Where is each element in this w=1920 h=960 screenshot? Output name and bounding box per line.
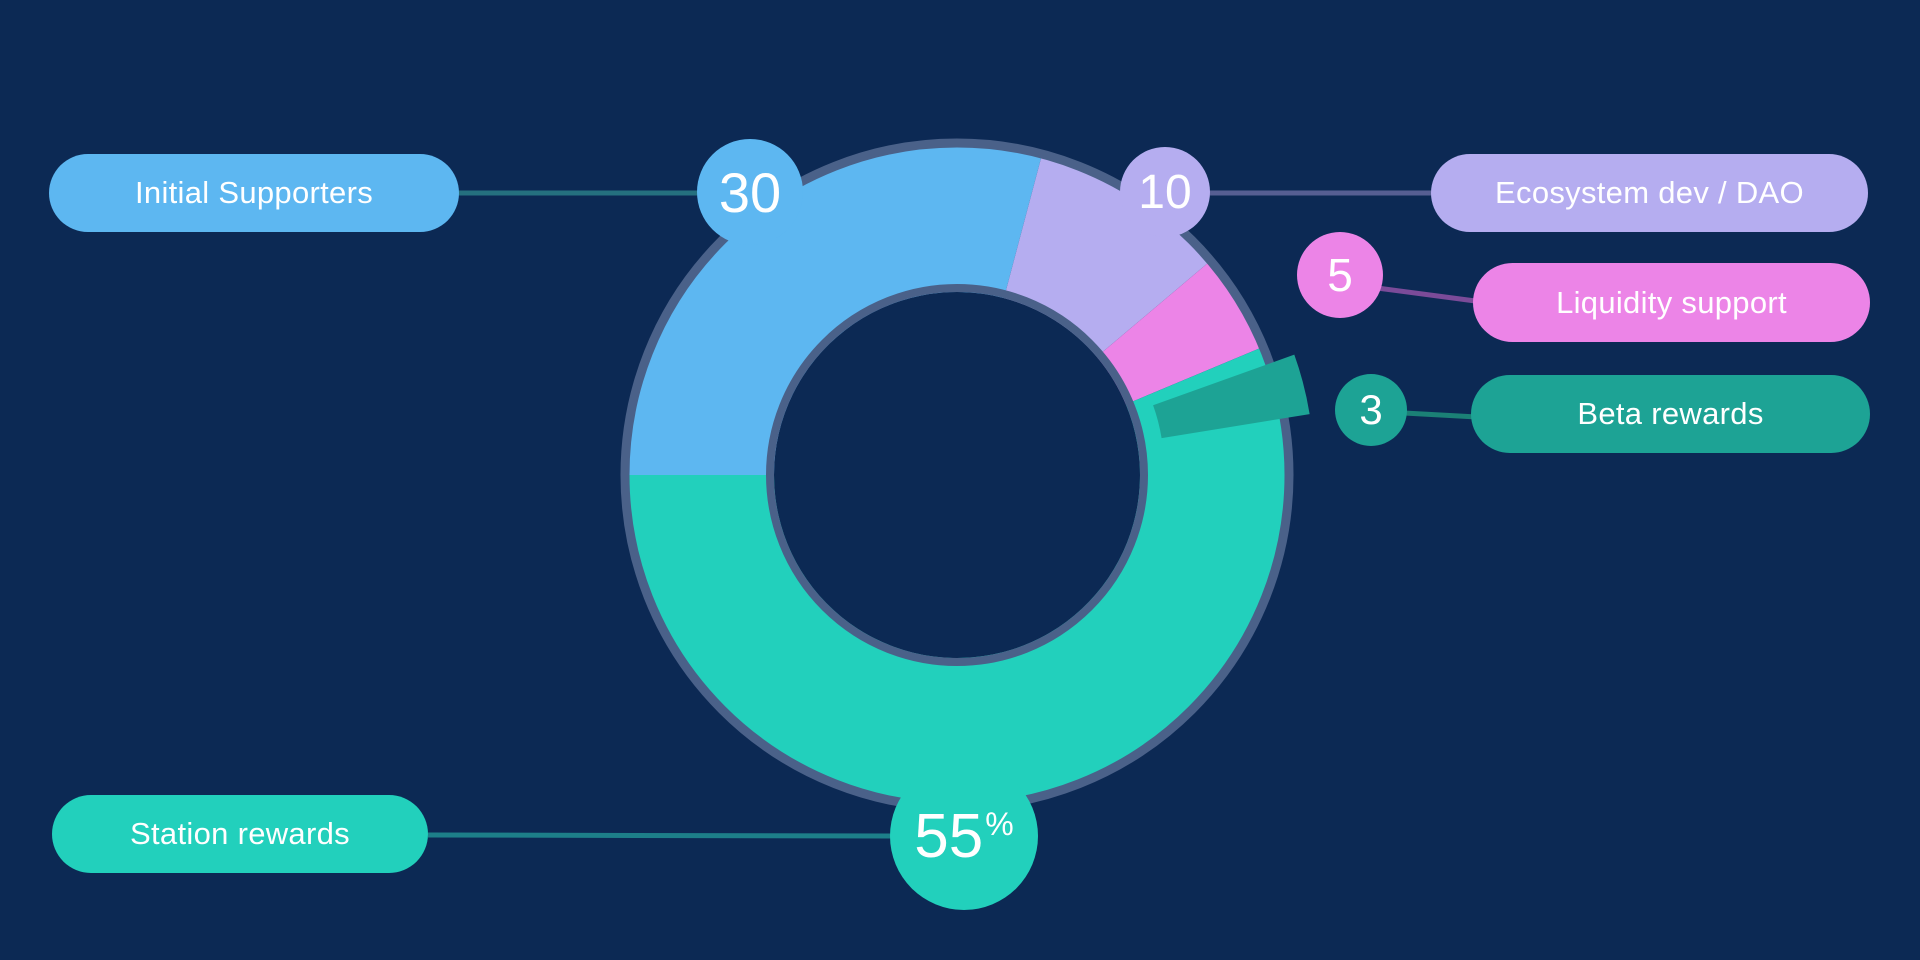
- legend-label: Beta rewards: [1577, 396, 1764, 431]
- legend-pill-ecosystem-dev-dao: Ecosystem dev / DAO: [1431, 154, 1868, 232]
- donut-slice-exploded-beta-rewards: [1153, 354, 1310, 439]
- connector-line-liquidity-support: [1376, 285, 1484, 305]
- donut-slice-initial-supporters: [621, 139, 1044, 475]
- legend-pill-station-rewards: Station rewards: [52, 795, 428, 873]
- value-bubble-station-rewards: 55%: [890, 762, 1038, 910]
- legend-label: Liquidity support: [1556, 284, 1787, 320]
- value-bubble-initial-supporters: 30: [697, 139, 803, 245]
- slice-value: 30: [718, 160, 782, 224]
- value-bubble-liquidity-support: 5: [1297, 232, 1383, 318]
- percent-sign: %: [985, 806, 1014, 842]
- ring-inner-outline: [766, 284, 1148, 666]
- connector-line-beta-rewards: [1403, 410, 1478, 420]
- legend-pill-beta-rewards: Beta rewards: [1471, 375, 1870, 453]
- value-bubble-beta-rewards: 3: [1335, 374, 1407, 446]
- slice-value: 3: [1359, 386, 1383, 433]
- legend-label: Initial Supporters: [134, 175, 374, 210]
- legend-pill-liquidity-support: Liquidity support: [1473, 263, 1870, 342]
- slice-value: 10: [1138, 165, 1192, 219]
- legend-label: Station rewards: [130, 816, 350, 851]
- slice-value: 55: [914, 801, 984, 871]
- donut-slice-ecosystem-dev-dao: [1003, 150, 1214, 357]
- legend-label: Ecosystem dev / DAO: [1495, 175, 1804, 210]
- donut-slice-station-rewards: [621, 345, 1293, 811]
- value-bubble-ecosystem-dev-dao: 10: [1120, 147, 1210, 237]
- slice-value: 5: [1327, 249, 1353, 301]
- connector-line-station-rewards: [427, 832, 894, 839]
- legend-pill-initial-supporters: Initial Supporters: [49, 154, 459, 232]
- donut-slice-liquidity-support: [1096, 258, 1267, 405]
